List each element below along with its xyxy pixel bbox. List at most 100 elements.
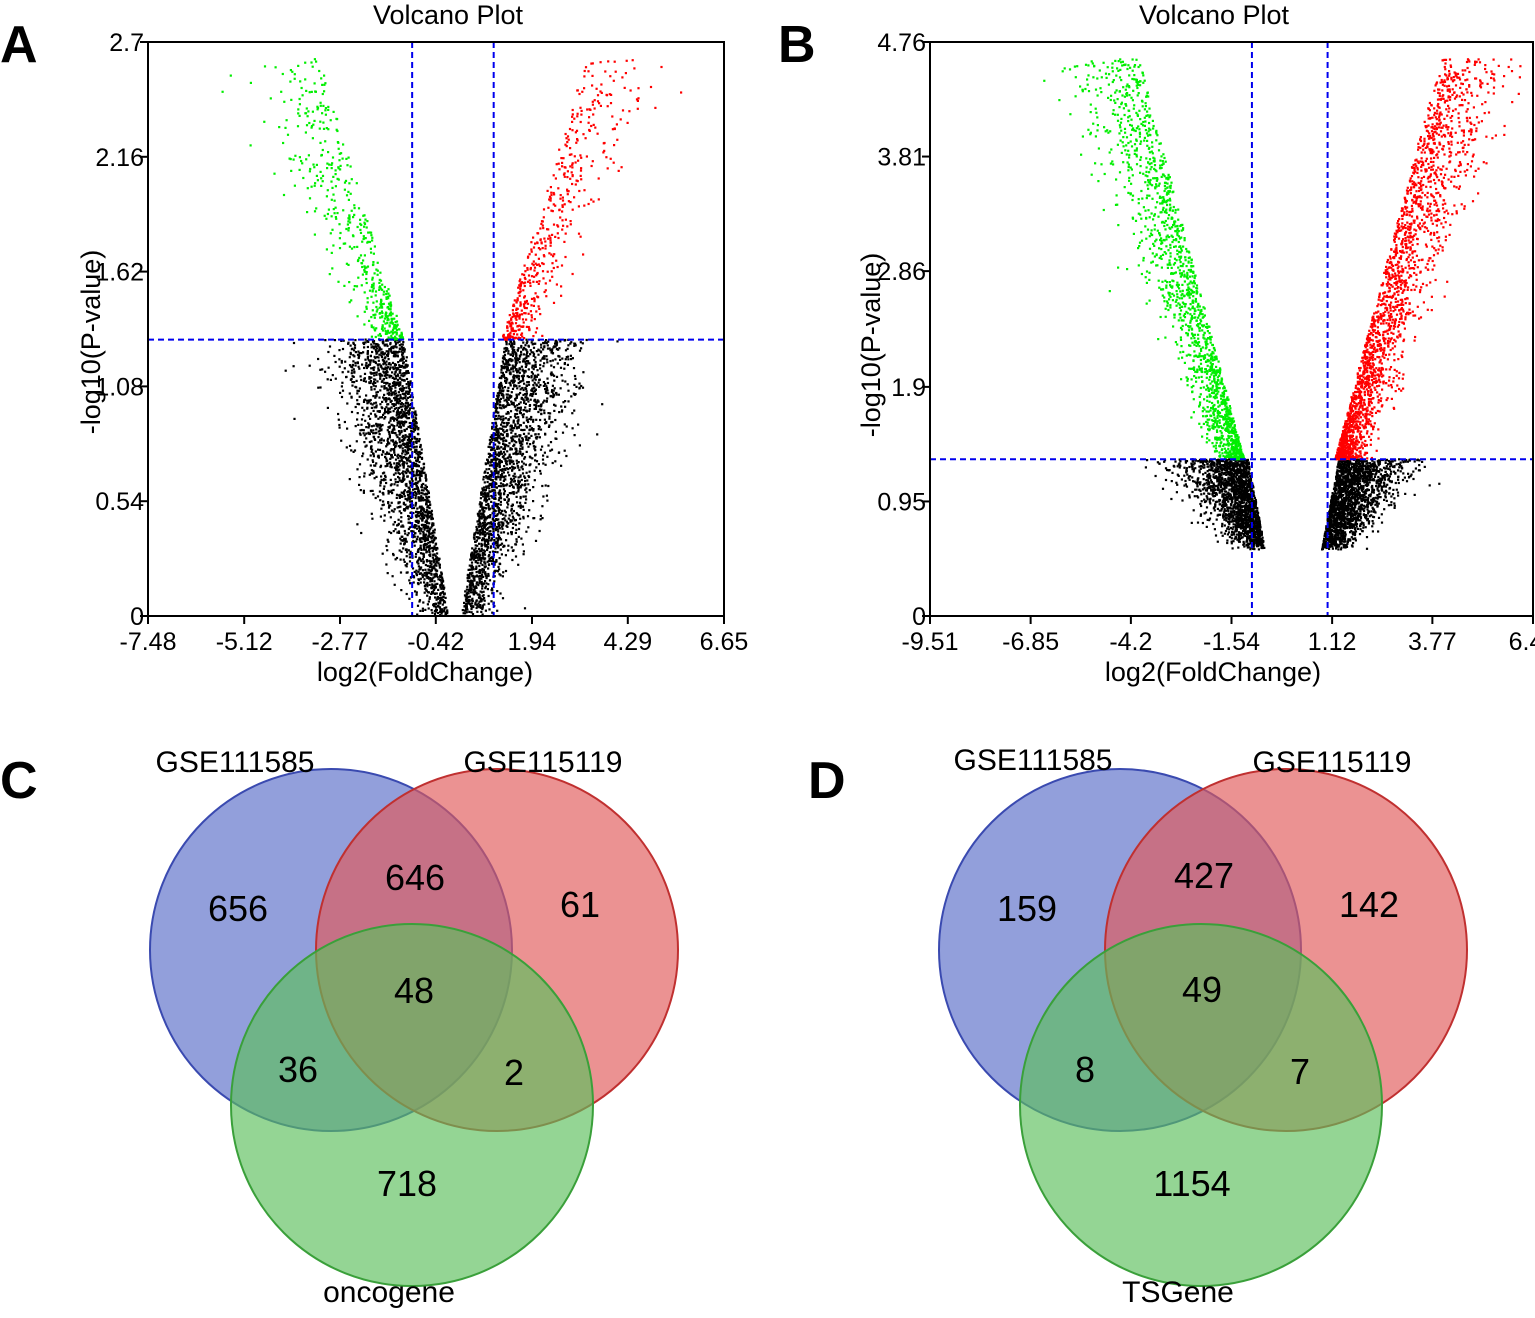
data-point bbox=[417, 433, 420, 436]
data-point bbox=[506, 494, 509, 497]
data-point bbox=[498, 458, 501, 461]
data-point bbox=[514, 363, 518, 366]
data-point bbox=[400, 516, 403, 519]
data-point bbox=[394, 558, 397, 561]
data-point bbox=[435, 592, 438, 595]
data-point bbox=[381, 491, 384, 494]
data-point bbox=[423, 493, 426, 496]
data-point bbox=[535, 404, 538, 407]
data-point bbox=[443, 601, 447, 604]
data-point bbox=[364, 419, 367, 422]
data-point bbox=[497, 454, 500, 457]
data-point bbox=[481, 606, 484, 609]
data-point bbox=[481, 595, 484, 598]
data-point bbox=[518, 406, 521, 409]
data-point bbox=[489, 483, 492, 487]
data-point bbox=[578, 349, 582, 352]
data-point bbox=[466, 579, 469, 582]
data-point bbox=[506, 435, 509, 438]
data-point bbox=[467, 568, 470, 571]
data-point bbox=[358, 351, 361, 355]
data-point bbox=[568, 127, 572, 131]
data-point bbox=[426, 521, 429, 525]
data-point bbox=[417, 451, 420, 454]
data-point bbox=[321, 112, 324, 115]
data-point bbox=[376, 269, 379, 272]
data-point bbox=[505, 348, 508, 351]
data-point bbox=[428, 569, 431, 572]
data-point bbox=[424, 583, 427, 586]
data-point bbox=[483, 572, 487, 575]
data-point bbox=[380, 478, 383, 481]
data-point bbox=[366, 220, 369, 223]
data-point bbox=[424, 536, 427, 539]
data-point bbox=[401, 355, 404, 358]
data-point bbox=[550, 372, 553, 375]
data-point bbox=[372, 455, 375, 458]
data-point bbox=[479, 533, 482, 536]
data-point bbox=[545, 391, 548, 394]
data-point bbox=[561, 205, 564, 208]
data-point bbox=[329, 378, 332, 381]
data-point bbox=[441, 603, 444, 606]
data-point bbox=[527, 383, 531, 386]
data-point bbox=[482, 598, 485, 601]
data-point bbox=[591, 160, 594, 163]
data-point bbox=[533, 365, 536, 368]
data-point bbox=[496, 447, 499, 450]
data-point bbox=[552, 266, 555, 270]
data-point bbox=[374, 413, 377, 416]
data-point bbox=[492, 489, 495, 492]
data-point bbox=[400, 512, 403, 515]
data-point bbox=[474, 603, 477, 606]
data-point bbox=[554, 460, 557, 463]
data-point bbox=[399, 520, 403, 523]
data-point bbox=[389, 301, 392, 304]
data-point bbox=[385, 481, 388, 485]
data-point bbox=[522, 374, 525, 377]
data-point bbox=[388, 368, 391, 371]
data-point bbox=[334, 206, 337, 209]
data-point bbox=[364, 218, 367, 221]
data-point bbox=[324, 109, 327, 112]
data-point bbox=[343, 284, 346, 287]
data-point bbox=[555, 437, 558, 440]
data-point bbox=[515, 449, 518, 452]
data-point bbox=[310, 90, 313, 93]
data-point bbox=[374, 385, 377, 388]
data-point bbox=[412, 530, 415, 533]
data-point bbox=[502, 419, 505, 422]
data-point bbox=[375, 343, 378, 346]
data-point bbox=[381, 374, 384, 377]
data-point bbox=[521, 318, 525, 321]
data-point bbox=[514, 329, 517, 333]
data-point bbox=[505, 539, 508, 542]
data-point bbox=[385, 290, 388, 293]
data-point bbox=[479, 571, 482, 574]
data-point bbox=[394, 371, 397, 374]
data-point bbox=[473, 532, 476, 535]
data-point bbox=[410, 430, 413, 433]
data-point bbox=[440, 575, 443, 578]
data-point bbox=[505, 368, 509, 371]
data-point bbox=[384, 311, 388, 314]
data-point bbox=[552, 174, 555, 177]
data-point bbox=[512, 460, 515, 463]
data-point bbox=[499, 492, 502, 495]
data-point bbox=[498, 417, 501, 420]
data-point bbox=[366, 265, 370, 268]
data-point bbox=[660, 65, 663, 69]
data-point bbox=[414, 532, 417, 535]
data-point bbox=[353, 246, 356, 249]
data-point bbox=[375, 327, 378, 330]
data-point bbox=[513, 480, 516, 483]
data-point bbox=[487, 493, 490, 496]
data-point bbox=[387, 292, 390, 295]
data-point bbox=[493, 580, 496, 583]
data-point bbox=[469, 602, 472, 606]
data-point bbox=[386, 443, 389, 446]
data-point bbox=[478, 542, 481, 545]
data-point bbox=[490, 521, 493, 524]
data-point bbox=[635, 98, 639, 101]
data-point bbox=[412, 423, 415, 426]
